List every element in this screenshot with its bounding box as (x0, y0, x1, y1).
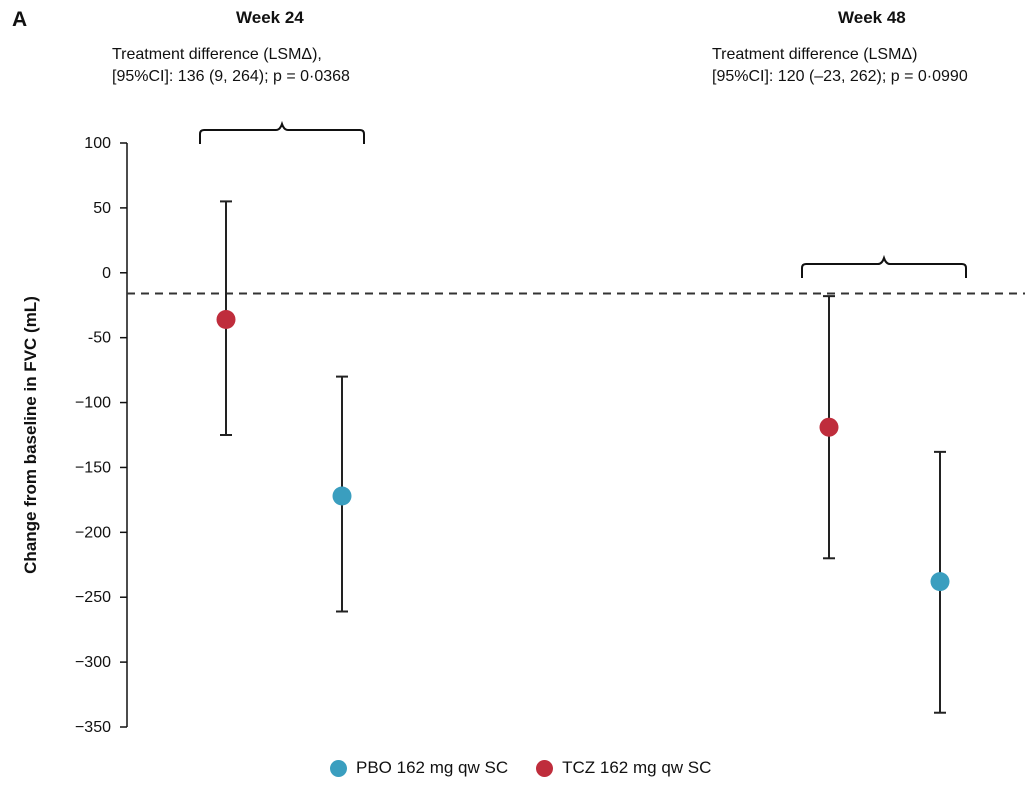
legend-marker-pbo (330, 759, 347, 777)
week24-annotation-line1: Treatment difference (LSMΔ), (112, 46, 322, 63)
legend-label-tcz: TCZ 162 mg qw SC (562, 758, 712, 777)
y-axis: 100 50 0 -50 −100 −150 −200 −250 −300 −350 (75, 135, 128, 736)
week48-title: Week 48 (838, 8, 906, 27)
week24-title: Week 24 (236, 8, 304, 27)
y-axis-label: Change from baseline in FVC (mL) (21, 296, 40, 574)
y-tick-label: 50 (93, 200, 111, 217)
legend: PBO 162 mg qw SC TCZ 162 mg qw SC (330, 758, 739, 778)
pbo-point (332, 486, 352, 506)
y-tick-label: −250 (75, 589, 111, 606)
legend-marker-tcz (536, 759, 554, 777)
y-tick-label: -50 (88, 330, 111, 347)
y-tick-label: −200 (75, 524, 111, 541)
week24-annotation: Treatment difference (LSMΔ), [95%CI]: 13… (112, 44, 350, 88)
legend-item-pbo: PBO 162 mg qw SC (330, 758, 508, 778)
y-tick-label: 0 (102, 265, 111, 282)
week48-annotation: Treatment difference (LSMΔ) [95%CI]: 120… (712, 44, 968, 88)
tcz-point (216, 309, 236, 329)
week48-annotation-line1: Treatment difference (LSMΔ) (712, 46, 918, 63)
curly-bracket-week48 (801, 254, 967, 278)
week24-annotation-line2: [95%CI]: 136 (9, 264); p = 0·0368 (112, 68, 350, 85)
panel-label: A (12, 8, 28, 31)
week48-annotation-line2: [95%CI]: 120 (–23, 262); p = 0·0990 (712, 68, 968, 85)
legend-label-pbo: PBO 162 mg qw SC (356, 758, 509, 777)
y-tick-label: −100 (75, 395, 111, 412)
curly-bracket-week24 (199, 120, 365, 144)
bracket-group (199, 120, 967, 278)
pbo-point (930, 572, 950, 592)
legend-item-tcz: TCZ 162 mg qw SC (536, 758, 711, 778)
y-tick-label: −150 (75, 459, 111, 476)
y-tick-label: −300 (75, 654, 111, 671)
y-tick-label: 100 (84, 135, 111, 152)
y-tick-label: −350 (75, 719, 111, 736)
tcz-point (819, 417, 839, 437)
points-group (216, 200, 950, 714)
